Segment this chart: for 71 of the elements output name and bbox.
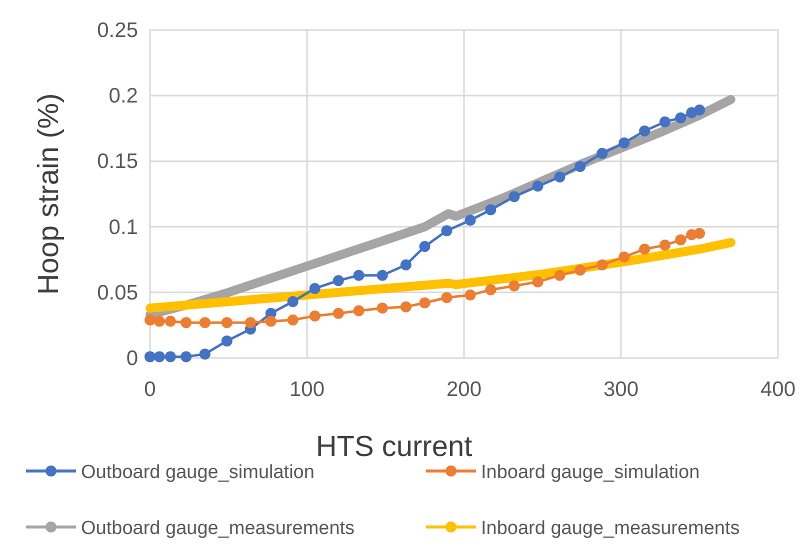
- y-tick-label: 0.15: [97, 150, 138, 174]
- legend-label: Inboard gauge_simulation: [481, 462, 700, 483]
- point: [164, 351, 176, 362]
- point: [353, 305, 364, 316]
- y-tick-label: 0.05: [97, 281, 138, 304]
- point: [618, 251, 630, 262]
- point: [332, 308, 344, 319]
- point: [199, 317, 210, 328]
- point: [441, 225, 452, 236]
- point: [659, 240, 670, 251]
- point: [376, 270, 388, 281]
- y-tick-label: 0: [126, 347, 138, 370]
- y-tick-label: 0.2: [108, 84, 138, 108]
- legend-label: Outboard gauge_measurements: [81, 518, 355, 539]
- point: [441, 292, 452, 304]
- point: [508, 191, 520, 202]
- x-tick-label: 0: [144, 378, 156, 401]
- point: [287, 314, 298, 326]
- point: [353, 270, 364, 281]
- x-tick-label: 100: [289, 378, 325, 401]
- point: [332, 275, 344, 286]
- point: [265, 316, 276, 327]
- point: [532, 276, 544, 288]
- point: [221, 317, 232, 328]
- point: [596, 259, 608, 270]
- point: [574, 160, 586, 172]
- point: [180, 317, 192, 328]
- point: [154, 316, 165, 327]
- point: [639, 244, 650, 255]
- point: [485, 204, 496, 216]
- point: [287, 296, 298, 308]
- point: [144, 351, 156, 362]
- y-tick-label: 0.25: [97, 19, 138, 42]
- y-axis-title: Hoop strain (%): [33, 93, 65, 295]
- point: [694, 228, 705, 239]
- point: [400, 301, 412, 312]
- point: [485, 284, 496, 296]
- legend-label: Outboard gauge_simulation: [81, 462, 314, 483]
- point: [164, 316, 176, 327]
- legend-label: Inboard gauge_measurements: [481, 518, 740, 539]
- point: [221, 335, 232, 346]
- point: [532, 180, 544, 192]
- point: [144, 314, 156, 326]
- point: [596, 148, 608, 159]
- point: [618, 137, 630, 148]
- point: [508, 280, 520, 292]
- point: [694, 104, 705, 116]
- point: [659, 116, 670, 128]
- point: [639, 126, 650, 137]
- point: [464, 290, 476, 301]
- point: [464, 214, 476, 226]
- point: [554, 171, 566, 182]
- point: [675, 112, 686, 124]
- point: [419, 240, 430, 252]
- y-tick-label: 0.1: [108, 216, 138, 239]
- point: [309, 282, 320, 294]
- x-tick-label: 300: [603, 378, 639, 401]
- point: [400, 259, 412, 270]
- point: [309, 310, 320, 322]
- point: [154, 351, 165, 362]
- point: [419, 297, 430, 308]
- point: [554, 270, 566, 281]
- point: [675, 234, 686, 246]
- x-tick-label: 200: [446, 378, 482, 401]
- point: [199, 348, 210, 360]
- x-tick-label: 400: [760, 378, 796, 401]
- x-axis-title: HTS current: [316, 431, 472, 463]
- point: [244, 317, 256, 328]
- point: [180, 351, 192, 362]
- point: [376, 302, 388, 314]
- point: [574, 264, 586, 276]
